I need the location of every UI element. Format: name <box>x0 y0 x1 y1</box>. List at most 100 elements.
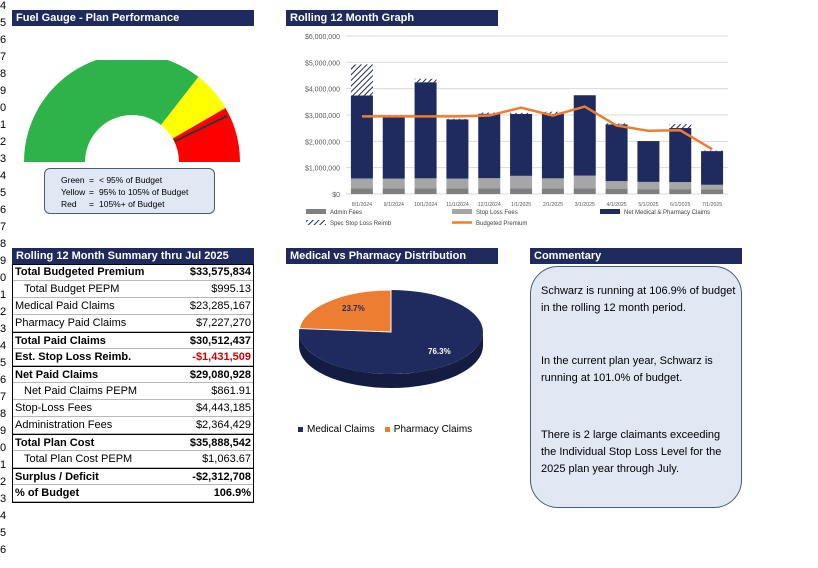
row-number[interactable]: 6 <box>0 544 7 556</box>
summary-label: Est. Stop Loss Reimb. <box>15 351 132 363</box>
summary-row[interactable]: Pharmacy Paid Claims $7,227,270 <box>12 315 254 332</box>
x-tick-label: 8/1/2024 <box>352 202 372 208</box>
summary-label: Net Paid Claims PEPM <box>24 385 138 397</box>
legend-text: < 95% of Budget <box>99 175 163 185</box>
summary-row[interactable]: Medical Paid Claims $23,285,167 <box>12 298 254 315</box>
summary-row[interactable]: % of Budget 106.9% <box>12 485 254 502</box>
summary-label: Net Paid Claims <box>15 369 99 381</box>
rolling-12-month-chart: $0 $1,000,000 $2,000,000 $3,000,000 $4,000,0… <box>305 34 728 227</box>
row-number[interactable]: 8 <box>0 408 7 420</box>
legend-key: Yellow <box>61 187 86 197</box>
summary-row[interactable]: Stop-Loss Fees $4,443,185 <box>12 400 254 417</box>
row-number[interactable]: 2 <box>0 476 7 488</box>
row-number[interactable]: 8 <box>0 68 7 80</box>
y-tick-label: $3,000,000 <box>305 113 340 120</box>
bar-segment <box>573 95 596 176</box>
summary-title: Rolling 12 Month Summary thru Jul 2025 <box>12 248 254 264</box>
row-number[interactable]: 0 <box>0 102 7 114</box>
row-number[interactable]: 9 <box>0 255 7 267</box>
row-number[interactable]: 5 <box>0 527 7 539</box>
summary-label: Total Budgeted Premium <box>15 266 145 278</box>
bar-segment <box>382 188 405 194</box>
summary-value: $30,512,437 <box>189 335 251 347</box>
row-number[interactable]: 6 <box>0 374 7 386</box>
legend-eq: = <box>89 199 94 209</box>
row-number[interactable]: 3 <box>0 323 7 335</box>
summary-row[interactable]: Total Budget PEPM $995.13 <box>12 281 254 298</box>
summary-row[interactable]: Total Budgeted Premium $33,575,834 <box>12 264 254 281</box>
summary-label: Pharmacy Paid Claims <box>15 317 127 329</box>
row-number[interactable]: 8 <box>0 238 7 250</box>
row-number[interactable]: 4 <box>0 510 7 522</box>
row-number[interactable]: 4 <box>0 170 7 182</box>
row-number[interactable]: 6 <box>0 204 7 216</box>
row-number[interactable]: 1 <box>0 119 7 131</box>
summary-row[interactable]: Surplus / Deficit -$2,312,708 <box>12 468 254 485</box>
summary-value: $23,285,167 <box>189 300 251 312</box>
row-number[interactable]: 4 <box>0 340 7 352</box>
row-number[interactable]: 2 <box>0 306 7 318</box>
y-tick-label: $0 <box>332 192 340 199</box>
row-number[interactable]: 6 <box>0 34 7 46</box>
commentary-paragraph: There is 2 large claimants exceeding the… <box>541 429 722 475</box>
summary-label: Stop-Loss Fees <box>15 402 93 414</box>
y-tick-label: $4,000,000 <box>305 87 340 94</box>
row-number[interactable]: 5 <box>0 17 7 29</box>
summary-value: 106.9% <box>213 487 251 499</box>
row-number[interactable]: 7 <box>0 51 7 63</box>
row-number[interactable]: 5 <box>0 357 7 369</box>
x-tick-label: 6/1/2025 <box>670 202 690 208</box>
summary-row[interactable]: Net Paid Claims PEPM $861.91 <box>12 383 254 400</box>
summary-value: -$2,312,708 <box>192 471 251 483</box>
bar-segment <box>605 123 628 125</box>
fuel-gauge <box>24 60 240 163</box>
commentary-title: Commentary <box>530 248 742 264</box>
legend-spec-reimb: Spec Stop Loss Reimb <box>330 221 392 227</box>
summary-value: $1,063.67 <box>202 453 251 465</box>
summary-row[interactable]: Total Plan Cost PEPM $1,063.67 <box>12 451 254 468</box>
legend-eq: = <box>89 175 94 185</box>
summary-label: Surplus / Deficit <box>15 471 99 483</box>
bar-segment <box>446 119 469 179</box>
summary-row[interactable]: Administration Fees $2,364,429 <box>12 417 254 434</box>
bar-segment <box>669 182 692 190</box>
row-number[interactable]: 0 <box>0 272 7 284</box>
bar-segment <box>541 113 564 179</box>
y-tick-label: $6,000,000 <box>305 34 340 41</box>
bar-segment <box>446 118 469 120</box>
bar-segment <box>446 178 469 189</box>
gauge-yellow-band <box>160 76 226 139</box>
gauge-legend-green: Green = < 95% of Budget <box>61 174 214 186</box>
row-number[interactable]: 3 <box>0 153 7 165</box>
summary-row[interactable]: Net Paid Claims $29,080,928 <box>12 366 254 383</box>
row-number[interactable]: 0 <box>0 442 7 454</box>
row-number[interactable]: 7 <box>0 391 7 403</box>
row-number[interactable]: 3 <box>0 493 7 505</box>
legend-net-medical-swatch <box>600 209 620 214</box>
bar-segment <box>605 181 628 189</box>
bar-segment <box>637 189 660 194</box>
legend-admin: Admin Fees <box>330 210 362 216</box>
bar-segment <box>478 113 501 179</box>
summary-row[interactable]: Est. Stop Loss Reimb. -$1,431,509 <box>12 349 254 366</box>
summary-row[interactable]: Total Plan Cost $35,888,542 <box>12 434 254 451</box>
commentary-paragraph: In the current plan year, Schwarz is run… <box>541 355 713 384</box>
row-number[interactable]: 1 <box>0 459 7 471</box>
summary-value: $35,888,542 <box>189 437 251 449</box>
row-number[interactable]: 9 <box>0 425 7 437</box>
row-number[interactable]: 1 <box>0 289 7 301</box>
y-tick-label: $2,000,000 <box>305 139 340 146</box>
bar-segment <box>382 178 405 189</box>
summary-row[interactable]: Total Paid Claims $30,512,437 <box>12 332 254 349</box>
row-number[interactable]: 9 <box>0 85 7 97</box>
bar-segment <box>669 189 692 194</box>
summary-value: $2,364,429 <box>195 419 251 431</box>
summary-label: Total Paid Claims <box>15 335 106 347</box>
summary-label: Total Plan Cost <box>15 437 95 449</box>
legend-stoploss-fees: Stop Loss Fees <box>476 210 518 216</box>
row-number[interactable]: 7 <box>0 221 7 233</box>
row-number[interactable]: 5 <box>0 187 7 199</box>
row-number[interactable]: 2 <box>0 136 7 148</box>
summary-value: $995.13 <box>211 283 251 295</box>
row-number[interactable]: 4 <box>0 0 7 12</box>
